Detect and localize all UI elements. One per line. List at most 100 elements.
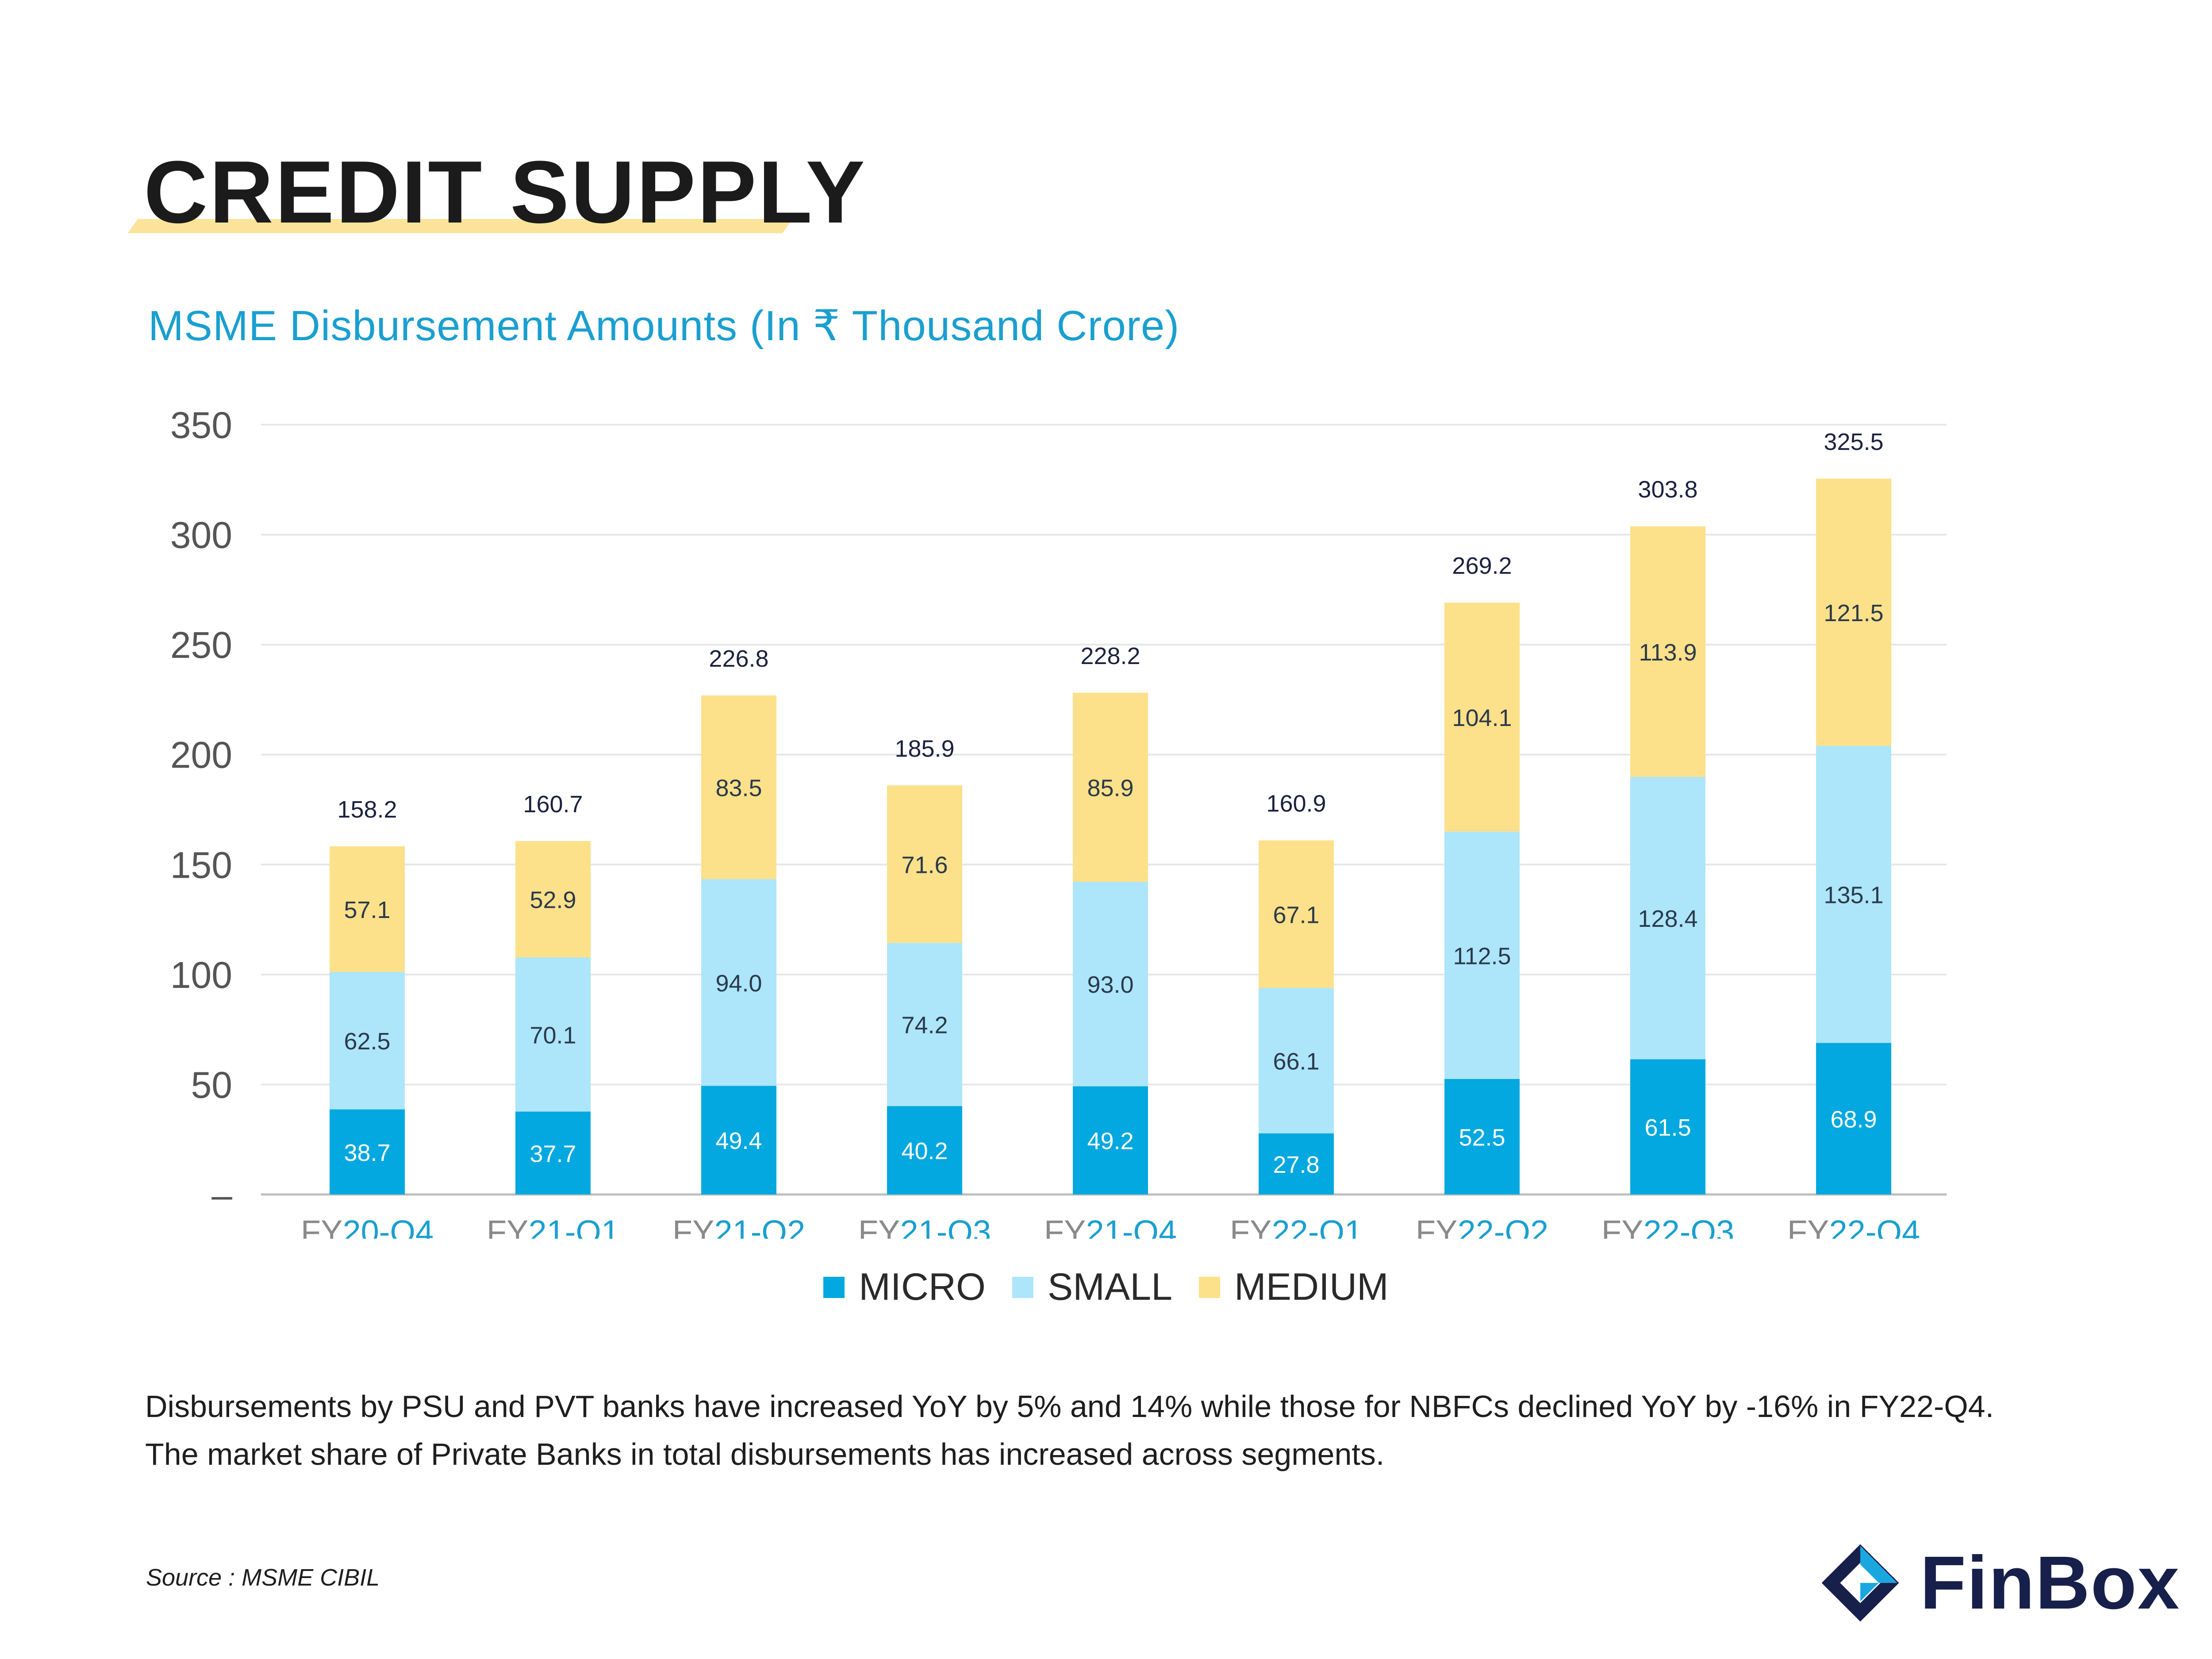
bar-total-label: 160.9 [1266, 791, 1326, 817]
bar-total-label: 269.2 [1452, 553, 1512, 579]
x-tick-label: FY21-Q3 [858, 1214, 991, 1239]
y-tick-label: 50 [191, 1064, 232, 1106]
bar-value-label: 27.8 [1273, 1152, 1319, 1178]
bar-value-label: 93.0 [1087, 972, 1133, 998]
bar-small [1073, 882, 1148, 1087]
bar-value-label: 135.1 [1824, 882, 1883, 909]
x-tick-label: FY21-Q2 [672, 1214, 805, 1239]
bar-medium [1630, 526, 1705, 777]
note-line-1: Disbursements by PSU and PVT banks have … [145, 1389, 1994, 1424]
bar-small [1259, 988, 1334, 1133]
bar-value-label: 83.5 [715, 775, 762, 802]
legend-swatch-medium [1198, 1276, 1220, 1298]
bar-value-label: 37.7 [530, 1141, 576, 1167]
bar-medium [701, 695, 776, 879]
bar-medium [330, 846, 405, 972]
bar-value-label: 71.6 [901, 852, 948, 878]
bar-small [1816, 745, 1891, 1043]
bar-total-label: 228.2 [1080, 643, 1140, 669]
bar-value-label: 121.5 [1824, 600, 1883, 626]
bar-value-label: 62.5 [344, 1028, 390, 1055]
bar-value-label: 49.4 [715, 1128, 762, 1154]
legend-label-small: SMALL [1047, 1266, 1172, 1308]
bar-value-label: 112.5 [1453, 943, 1511, 969]
note-line-2: The market share of Private Banks in tot… [145, 1437, 1385, 1471]
bar-total-label: 226.8 [709, 645, 768, 672]
bar-micro [1444, 1079, 1520, 1194]
finbox-logo-icon [1821, 1544, 1899, 1622]
bar-value-label: 70.1 [530, 1022, 576, 1048]
y-tick-label: 300 [170, 515, 232, 556]
x-tick-label: FY21-Q1 [487, 1214, 619, 1239]
bar-micro [515, 1111, 591, 1194]
bar-medium [1444, 603, 1520, 832]
bar-micro [887, 1106, 962, 1194]
bar-total-label: 158.2 [337, 796, 397, 823]
chart-legend: MICRO SMALL MEDIUM [0, 1265, 2212, 1309]
bar-small [515, 957, 591, 1112]
bar-value-label: 113.9 [1639, 639, 1697, 666]
bar-value-label: 52.9 [530, 887, 576, 914]
x-tick-label: FY22-Q4 [1787, 1214, 1920, 1239]
y-tick-label: 350 [170, 404, 232, 446]
bar-small [701, 879, 776, 1086]
bar-medium [1816, 478, 1891, 746]
brand-name: FinBox [1920, 1541, 2181, 1625]
bar-micro [1630, 1059, 1705, 1194]
bar-value-label: 57.1 [344, 897, 390, 923]
y-tick-label: 250 [170, 624, 232, 666]
bar-value-label: 66.1 [1273, 1048, 1319, 1075]
bar-value-label: 61.5 [1644, 1114, 1691, 1141]
y-tick-label: 100 [170, 954, 232, 996]
bar-value-label: 128.4 [1638, 906, 1697, 932]
bar-micro [1259, 1133, 1334, 1194]
brand-logo: FinBox [1818, 1540, 2180, 1626]
y-tick-label: – [211, 1174, 232, 1216]
x-tick-label: FY20-Q4 [301, 1214, 434, 1239]
bar-medium [887, 785, 962, 943]
bar-micro [701, 1086, 776, 1194]
page-title: CREDIT SUPPLY [144, 143, 867, 242]
bar-medium [515, 841, 591, 958]
chart-title: MSME Disbursement Amounts (In ₹ Thousand… [148, 302, 1180, 349]
bar-value-label: 94.0 [715, 970, 762, 997]
x-tick-label: FY22-Q1 [1230, 1214, 1363, 1239]
bar-medium [1073, 693, 1148, 882]
legend-item-small: SMALL [1012, 1265, 1172, 1309]
y-tick-label: 200 [170, 734, 232, 776]
bar-value-label: 49.2 [1087, 1128, 1133, 1155]
bar-medium [1259, 840, 1334, 988]
x-tick-label: FY22-Q2 [1416, 1214, 1548, 1239]
bar-total-label: 325.5 [1824, 429, 1883, 455]
legend-item-medium: MEDIUM [1198, 1265, 1389, 1309]
bar-value-label: 74.2 [901, 1012, 948, 1039]
bar-small [330, 972, 405, 1110]
x-tick-label: FY22-Q3 [1601, 1214, 1734, 1239]
bar-value-label: 38.7 [344, 1140, 390, 1166]
legend-label-medium: MEDIUM [1234, 1266, 1389, 1308]
bar-value-label: 40.2 [901, 1138, 948, 1164]
bar-total-label: 303.8 [1638, 476, 1697, 503]
legend-swatch-micro [823, 1276, 845, 1298]
stacked-bar-chart: – 50 100 150 200 250 300 350 38.7 62.5 57.1 158.2 FY… [170, 404, 1947, 1239]
bar-value-label: 85.9 [1087, 775, 1133, 802]
bar-value-label: 104.1 [1452, 705, 1512, 731]
source-citation: Source : MSME CIBIL [146, 1564, 380, 1591]
bar-value-label: 67.1 [1273, 902, 1319, 928]
bar-small [1444, 831, 1520, 1079]
x-tick-label: FY21-Q4 [1044, 1214, 1177, 1239]
insight-note: Disbursements by PSU and PVT banks have … [145, 1382, 2136, 1478]
bar-micro [1073, 1086, 1148, 1194]
bar-value-label: 52.5 [1459, 1125, 1505, 1151]
y-tick-label: 150 [170, 844, 232, 886]
bar-small [1630, 776, 1705, 1060]
bar-value-label: 68.9 [1830, 1106, 1877, 1133]
bar-small [887, 943, 962, 1106]
bar-micro [1816, 1043, 1891, 1194]
legend-item-micro: MICRO [823, 1265, 986, 1309]
bar-total-label: 185.9 [895, 735, 954, 762]
legend-swatch-small [1012, 1276, 1033, 1298]
bar-total-label: 160.7 [523, 791, 583, 818]
legend-label-micro: MICRO [859, 1266, 986, 1308]
bar-micro [330, 1109, 405, 1194]
